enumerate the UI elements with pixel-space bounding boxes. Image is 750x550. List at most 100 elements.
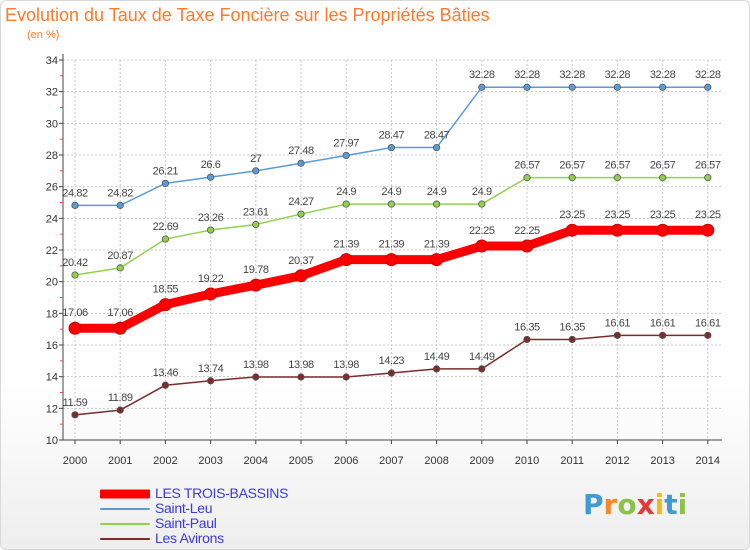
data-point-les-avirons (478, 365, 486, 373)
data-point-saint-leu (207, 173, 215, 181)
y-tick-label: 12 (46, 403, 58, 415)
data-label-les-avirons: 13.74 (198, 363, 224, 375)
data-point-saint-leu (658, 83, 667, 91)
data-point-saint-paul (432, 200, 441, 208)
data-point-les-trois-bassins (339, 253, 353, 267)
y-tick-label: 34 (46, 55, 58, 67)
data-point-saint-paul (207, 226, 215, 234)
x-tick-label: 2009 (470, 455, 494, 467)
data-point-saint-paul (297, 210, 305, 218)
data-label-les-trois-bassins: 21.39 (379, 239, 405, 251)
x-tick-label: 2010 (515, 455, 539, 467)
x-tick-label: 2002 (153, 455, 177, 467)
chart-title: Evolution du Taux de Taxe Foncière sur l… (5, 5, 490, 25)
data-point-les-trois-bassins (475, 239, 489, 253)
data-label-saint-paul: 26.57 (650, 160, 676, 172)
data-point-saint-leu (71, 201, 79, 209)
data-label-les-trois-bassins: 18.55 (153, 284, 179, 296)
data-label-saint-leu: 32.28 (559, 69, 585, 81)
legend-swatch (100, 507, 150, 510)
data-point-les-avirons (704, 331, 712, 339)
legend-label: LES TROIS-BASSINS (155, 485, 289, 501)
data-label-les-avirons: 11.89 (108, 392, 133, 404)
data-label-saint-leu: 32.28 (469, 69, 495, 81)
logo-letter: i (654, 488, 665, 521)
data-point-les-avirons (523, 335, 531, 344)
legend-label: Les Avirons (155, 530, 224, 546)
y-tick-label: 22 (46, 245, 58, 257)
logo-letter: r (603, 488, 618, 521)
data-point-saint-leu (613, 83, 622, 91)
data-point-saint-paul (613, 174, 622, 182)
data-label-saint-leu: 26.6 (201, 159, 221, 171)
data-point-les-trois-bassins (294, 269, 308, 283)
data-label-les-avirons: 14.23 (379, 355, 405, 367)
data-point-saint-paul (116, 264, 124, 272)
x-tick-label: 2012 (605, 455, 629, 467)
legend-label: Saint-Leu (155, 500, 213, 516)
data-point-saint-leu (342, 151, 350, 160)
data-label-saint-leu: 27 (250, 153, 262, 165)
x-tick-label: 2004 (244, 455, 268, 467)
data-point-les-trois-bassins (68, 321, 82, 335)
data-point-saint-paul (478, 200, 486, 208)
data-label-saint-leu: 32.28 (514, 69, 540, 81)
data-point-les-avirons (252, 373, 260, 381)
y-tick-label: 20 (46, 277, 58, 289)
data-label-les-trois-bassins: 21.39 (424, 239, 450, 251)
logo-letter: o (617, 488, 637, 521)
data-label-saint-leu: 26.21 (153, 165, 179, 177)
data-point-les-trois-bassins (565, 223, 579, 237)
data-point-saint-leu (432, 143, 441, 152)
y-tick-label: 24 (46, 213, 58, 225)
data-point-les-trois-bassins (249, 278, 263, 292)
data-label-saint-paul: 26.57 (514, 160, 540, 172)
logo-letter: P (583, 488, 604, 521)
y-axis-unit: (en %) (27, 29, 60, 41)
data-label-saint-paul: 20.87 (107, 250, 133, 262)
data-label-les-avirons: 11.59 (63, 397, 88, 409)
data-label-les-trois-bassins: 17.06 (107, 307, 133, 319)
data-point-les-trois-bassins (520, 239, 534, 253)
data-point-saint-paul (252, 220, 260, 229)
data-label-les-trois-bassins: 17.06 (62, 307, 88, 319)
data-point-les-avirons (71, 411, 79, 419)
data-point-saint-paul (704, 174, 712, 182)
data-label-les-avirons: 14.49 (424, 351, 450, 363)
data-point-les-trois-bassins (158, 298, 172, 312)
data-label-saint-leu: 32.28 (650, 69, 676, 81)
y-tick-label: 18 (46, 308, 58, 320)
y-tick-label: 30 (46, 118, 58, 130)
x-tick-label: 2008 (424, 455, 448, 467)
data-point-les-avirons (613, 331, 622, 339)
data-label-les-avirons: 13.98 (243, 359, 269, 371)
y-tick-label: 28 (46, 150, 58, 162)
data-label-saint-paul: 22.69 (153, 221, 179, 233)
data-point-saint-paul (387, 200, 395, 208)
data-label-les-avirons: 16.61 (650, 317, 676, 329)
data-label-les-trois-bassins: 23.25 (695, 209, 721, 221)
data-point-saint-leu (252, 167, 260, 175)
data-label-les-trois-bassins: 23.25 (650, 209, 676, 221)
data-label-saint-paul: 20.42 (62, 257, 88, 269)
data-point-les-avirons (658, 331, 667, 339)
data-point-les-avirons (387, 369, 395, 377)
y-tick-label: 14 (46, 372, 58, 384)
data-label-les-trois-bassins: 22.25 (514, 225, 540, 237)
proxiti-logo: Proxiti (583, 488, 687, 521)
data-label-les-avirons: 13.46 (153, 367, 179, 379)
legend-swatch (100, 537, 150, 540)
x-tick-label: 2011 (560, 455, 584, 467)
data-point-saint-leu (568, 83, 576, 91)
data-point-les-trois-bassins (610, 223, 624, 237)
data-point-les-trois-bassins (430, 253, 444, 267)
y-tick-label: 10 (46, 435, 58, 447)
data-label-saint-paul: 23.61 (243, 207, 269, 219)
data-label-saint-paul: 23.26 (198, 212, 224, 224)
data-point-saint-paul (161, 235, 169, 243)
data-point-les-avirons (432, 365, 441, 373)
data-label-les-avirons: 14.49 (469, 351, 495, 363)
data-point-saint-paul (658, 174, 667, 182)
data-point-saint-leu (478, 83, 486, 91)
x-tick-label: 2007 (379, 455, 403, 467)
